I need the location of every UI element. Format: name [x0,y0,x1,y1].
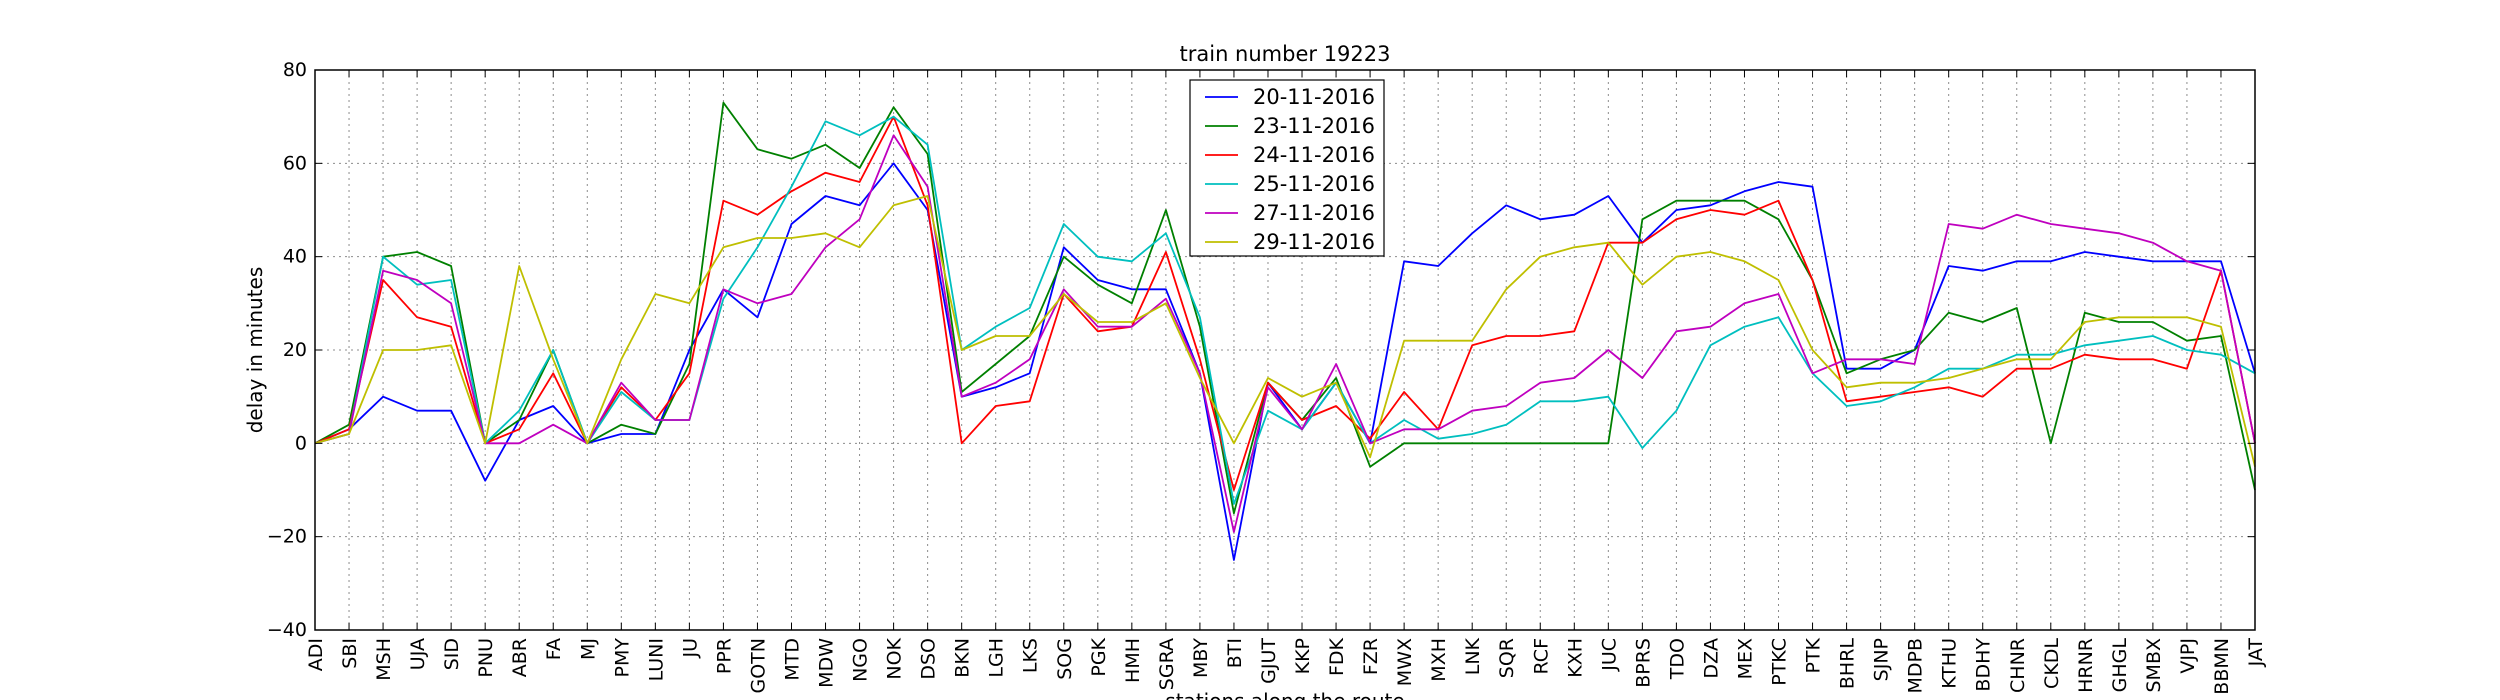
chart-title: train number 19223 [1180,42,1391,66]
x-tick-label: PGK [1088,637,1110,676]
x-tick-label: SOG [1054,638,1076,680]
x-tick-label: SMBX [2143,638,2165,693]
y-tick-labels: −40 −20 0 20 40 60 80 [267,59,307,641]
x-tick-label: ABR [509,638,531,677]
series-line [314,115,2256,491]
x-tick-label: PTK [1803,637,1825,673]
x-tick-label: BHRL [1837,638,1859,690]
x-tick-label: PTKC [1769,638,1791,686]
x-tick-label: HRNR [2075,638,2097,693]
x-tick-label: BBMN [2211,638,2233,695]
x-axis-title: stations along the route [1165,689,1404,700]
x-tick-label: PMY [611,638,633,678]
x-tick-label: MWX [1394,638,1416,686]
x-tick-label: MTD [781,638,803,681]
x-tick-label: FDK [1326,637,1348,676]
y-axis-title: delay in minutes [243,267,267,434]
x-tick-label: BPRS [1632,638,1654,688]
x-tick-label: FZR [1360,638,1382,675]
y-tick-label: 40 [283,246,307,268]
x-tick-label: CHNR [2007,638,2029,693]
series-line [314,134,2256,533]
x-tick-label: LKS [1020,638,1042,673]
x-tick-label: VJPJ [2177,638,2199,674]
x-tick-label: BDHY [1973,638,1995,692]
legend-label: 20-11-2016 [1253,85,1375,109]
x-tick-label: LGH [986,638,1008,678]
x-tick-label: SGRA [1156,638,1178,690]
y-tick-label: 0 [295,432,307,454]
x-tick-label: LNK [1462,637,1484,675]
x-tick-label: CKDL [2041,638,2063,689]
x-tick-label: NOK [884,637,906,679]
y-tick-label: −20 [267,526,307,548]
series-line [314,115,2256,505]
y-tick-label: 60 [283,152,307,174]
axis-ticks [314,69,2256,631]
x-tick-label: SBI [339,638,361,669]
x-tick-label: ADI [305,638,327,671]
x-tick-label: MEX [1734,638,1756,679]
x-tick-label: FA [543,638,565,660]
x-tick-label: DZA [1700,638,1722,679]
legend-label: 27-11-2016 [1253,201,1375,225]
y-tick-label: 20 [283,339,307,361]
legend-label: 25-11-2016 [1253,172,1375,196]
x-tick-label: HMH [1122,638,1144,683]
series-line [314,195,2256,467]
x-tick-label: JUC [1598,638,1620,672]
x-tick-label: BTI [1224,638,1246,668]
x-tick-label: MDW [816,638,838,688]
x-tick-label: JAT [2245,638,2267,668]
x-tick-label: MSH [373,638,395,681]
x-tick-label: KXH [1564,638,1586,678]
x-tick-label: SJNP [1871,638,1893,681]
legend-box [1189,79,1385,257]
y-tick-label: 80 [283,59,307,81]
x-tick-label: KTHU [1939,638,1961,689]
series-lines [314,101,2256,561]
legend: 20-11-2016 23-11-2016 24-11-2016 25-11-2016… [1189,79,1385,257]
series-line [314,162,2256,561]
x-tick-label: GHGL [2109,638,2131,693]
x-tick-label: UJA [407,638,429,670]
x-tick-label: NGO [850,638,872,682]
legend-label: 29-11-2016 [1253,230,1375,254]
x-tick-label: MDPB [1905,638,1927,694]
x-tick-label: BKN [952,638,974,678]
x-tick-label: GOTN [747,638,769,694]
x-tick-labels: ADI SBI MSH UJA SID PNU ABR FA MJ PMY LUNI JU PPR GOT… [305,637,2267,694]
x-tick-label: SQR [1496,638,1518,678]
legend-label: 23-11-2016 [1253,114,1375,138]
x-tick-label: LUNI [645,638,667,681]
x-tick-label: DSO [918,638,940,680]
x-tick-label: RCF [1530,638,1552,674]
x-tick-label: MXH [1428,638,1450,682]
legend-label: 24-11-2016 [1253,143,1375,167]
x-tick-label: JU [679,638,701,659]
x-tick-label: MJ [577,638,599,660]
x-tick-label: GJUT [1258,638,1280,684]
x-tick-label: MBY [1190,638,1212,678]
x-tick-label: KKP [1292,638,1314,674]
x-tick-label: SID [441,638,463,670]
x-tick-label: TDO [1666,638,1688,680]
y-tick-label: −40 [267,619,307,641]
x-tick-label: PPR [713,638,735,674]
x-tick-label: PNU [475,638,497,678]
